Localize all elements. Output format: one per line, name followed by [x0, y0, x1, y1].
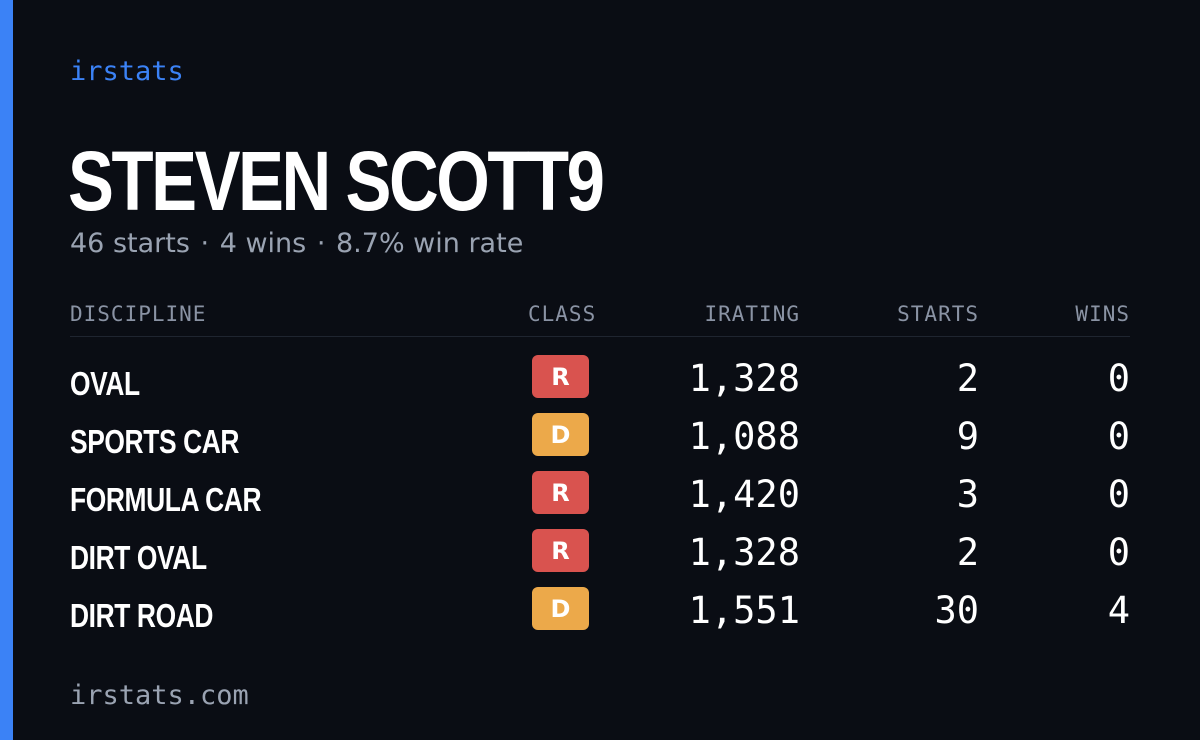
irating-value: 1,551 [688, 589, 800, 632]
class-badge: D [532, 413, 589, 456]
starts-value: 9 [956, 415, 979, 458]
irating-value: 1,088 [688, 415, 800, 458]
wins-value: 0 [1107, 357, 1130, 400]
irating-value: 1,328 [688, 357, 800, 400]
irating-value: 1,328 [688, 531, 800, 574]
table-row: SPORTS CAR D 1,088 9 0 [70, 413, 1130, 471]
header-wins: WINS [1075, 302, 1130, 326]
discipline-name: DIRT OVAL [70, 539, 207, 576]
summary-separator: · [200, 228, 210, 259]
summary-starts: 46 starts [70, 228, 190, 259]
discipline-name: OVAL [70, 365, 140, 402]
footer-url: irstats.com [70, 680, 249, 711]
discipline-stats-table: DISCIPLINE CLASS IRATING STARTS WINS OVA… [70, 296, 1130, 634]
table-body: OVAL R 1,328 2 0 SPORTS CAR D 1,088 9 0 … [70, 355, 1130, 645]
class-badge: R [532, 355, 589, 398]
discipline-name: SPORTS CAR [70, 423, 240, 460]
discipline-name: DIRT ROAD [70, 597, 214, 634]
header-discipline: DISCIPLINE [70, 302, 207, 326]
table-header: DISCIPLINE CLASS IRATING STARTS WINS [70, 296, 1130, 337]
starts-value: 3 [956, 473, 979, 516]
starts-value: 2 [956, 531, 979, 574]
class-badge: R [532, 529, 589, 572]
table-row: OVAL R 1,328 2 0 [70, 355, 1130, 413]
driver-summary: 46 starts · 4 wins · 8.7% win rate [70, 228, 523, 259]
summary-separator: · [316, 228, 326, 259]
class-badge: D [532, 587, 589, 630]
starts-value: 2 [956, 357, 979, 400]
wins-value: 0 [1107, 415, 1130, 458]
driver-name: STEVEN SCOTT9 [68, 134, 605, 228]
summary-win-rate: 8.7% win rate [336, 228, 524, 259]
wins-value: 0 [1107, 531, 1130, 574]
accent-bar [0, 0, 13, 740]
header-irating: IRATING [704, 302, 800, 326]
header-class: CLASS [528, 302, 597, 326]
brand-logo: irstats [70, 56, 184, 87]
class-badge: R [532, 471, 589, 514]
table-row: FORMULA CAR R 1,420 3 0 [70, 471, 1130, 529]
starts-value: 30 [934, 589, 979, 632]
wins-value: 4 [1107, 589, 1130, 632]
wins-value: 0 [1107, 473, 1130, 516]
summary-wins: 4 wins [219, 228, 307, 259]
header-starts: STARTS [897, 302, 979, 326]
table-row: DIRT OVAL R 1,328 2 0 [70, 529, 1130, 587]
discipline-name: FORMULA CAR [70, 481, 262, 518]
irating-value: 1,420 [688, 473, 800, 516]
table-row: DIRT ROAD D 1,551 30 4 [70, 587, 1130, 645]
